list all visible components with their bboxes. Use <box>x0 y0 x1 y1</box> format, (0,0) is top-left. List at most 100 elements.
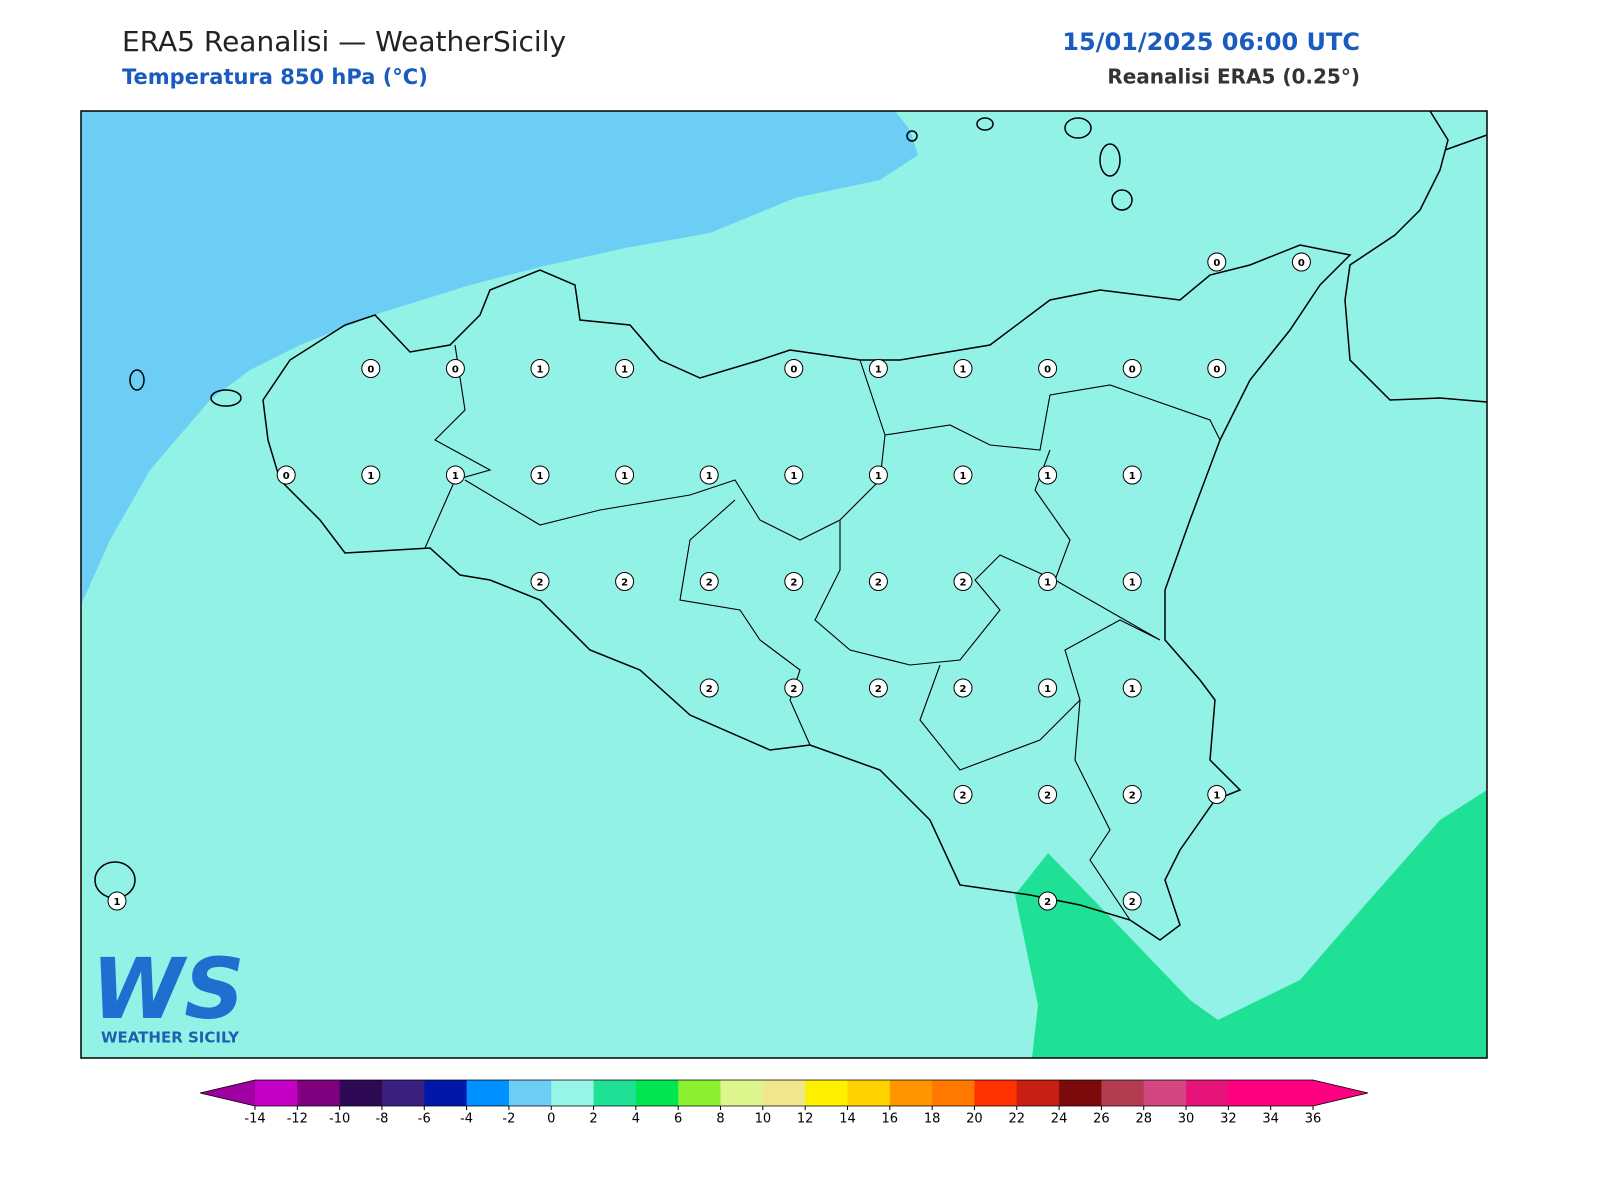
station-value: 1 <box>1044 578 1051 589</box>
station-value: 2 <box>960 578 967 589</box>
colorbar-segment <box>1143 1080 1187 1106</box>
colorbar-segment <box>551 1080 595 1106</box>
colorbar-segment <box>805 1080 848 1106</box>
colorbar-segment <box>1059 1080 1102 1106</box>
map: WS WEATHER SICILY <box>80 110 1488 1059</box>
station-marker <box>615 359 635 378</box>
colorbar-tick-label: 30 <box>1178 1112 1195 1127</box>
station-marker <box>699 678 719 698</box>
colorbar-tick-label: 18 <box>924 1112 941 1127</box>
station-value: 2 <box>1129 791 1136 802</box>
colorbar-under <box>200 1080 255 1106</box>
colorbar-tick-label: -14 <box>244 1112 265 1127</box>
station-value: 0 <box>283 471 290 482</box>
station-marker <box>361 465 381 485</box>
station-marker <box>953 465 973 485</box>
station-marker <box>530 359 550 378</box>
station-value: 1 <box>960 471 967 482</box>
station-value: 1 <box>1129 471 1136 482</box>
station-marker <box>1038 678 1058 698</box>
station-value: 2 <box>706 578 713 589</box>
station-value: 1 <box>1213 791 1220 802</box>
colorbar-tick-label: 34 <box>1262 1112 1279 1127</box>
colorbar-tick-label: 36 <box>1305 1112 1322 1127</box>
station-value: 1 <box>1044 684 1051 695</box>
station-marker <box>699 572 719 591</box>
station-value: 1 <box>706 471 713 482</box>
colorbar-tick-label: 22 <box>1008 1112 1025 1127</box>
colorbar-segment <box>678 1080 722 1106</box>
station-marker <box>1122 785 1142 804</box>
station-value: 2 <box>960 684 967 695</box>
station-marker <box>361 359 381 378</box>
colorbar-tick-label: 0 <box>547 1112 555 1127</box>
station-value: 2 <box>790 684 797 695</box>
station-value: 2 <box>621 578 628 589</box>
colorbar-tick-label: -10 <box>329 1112 350 1127</box>
colorbar-over <box>1313 1080 1368 1106</box>
colorbar-segment <box>1101 1080 1145 1106</box>
colorbar-segment <box>932 1080 975 1106</box>
map-frame <box>80 110 1488 1059</box>
station-marker <box>953 785 973 804</box>
date: 15/01/2025 06:00 UTC <box>1062 28 1360 56</box>
title: ERA5 Reanalisi — WeatherSicily <box>122 25 566 58</box>
station-marker <box>1291 252 1311 272</box>
station-marker <box>445 465 465 485</box>
station-marker <box>953 359 973 378</box>
station-value: 0 <box>1213 258 1220 269</box>
station-value: 1 <box>114 897 121 908</box>
colorbar: -14 -12 -10 -8 -6 -4 -2 0 2 4 6 8 10 12 14 16 18 20 22 24 26… <box>199 1079 1369 1127</box>
colorbar-tick-label: 32 <box>1220 1112 1237 1127</box>
station-marker <box>699 465 719 485</box>
station-marker <box>1207 359 1227 378</box>
station-value: 2 <box>875 578 882 589</box>
colorbar-segment <box>720 1080 764 1106</box>
station-value: 1 <box>790 471 797 482</box>
field-cold <box>81 111 918 605</box>
station-marker <box>615 572 635 591</box>
station-value: 1 <box>452 471 459 482</box>
station-marker <box>1122 572 1142 591</box>
colorbar-tick-label: -12 <box>287 1112 308 1127</box>
station-marker <box>784 678 804 698</box>
station-value: 1 <box>1044 471 1051 482</box>
subtitle: Temperatura 850 hPa (°C) <box>122 65 428 89</box>
station-marker <box>1038 465 1058 485</box>
station-value: 2 <box>1044 897 1051 908</box>
colorbar-segment <box>847 1080 891 1106</box>
station-marker <box>530 572 550 591</box>
station-value: 2 <box>1129 897 1136 908</box>
colorbar-tick-label: 8 <box>716 1112 724 1127</box>
station-marker <box>953 572 973 591</box>
station-marker <box>1207 252 1227 272</box>
coastlines <box>94 110 1488 941</box>
station-marker <box>1122 359 1142 378</box>
station-marker <box>1038 359 1058 378</box>
colorbar-segment <box>1186 1080 1229 1106</box>
colorbar-segment <box>255 1080 298 1106</box>
station-marker <box>615 465 635 485</box>
colorbar-tick-label: 20 <box>966 1112 983 1127</box>
station-marker <box>530 465 550 485</box>
source: Reanalisi ERA5 (0.25°) <box>1107 65 1360 89</box>
station-value: 0 <box>452 365 459 376</box>
colorbar-segment <box>424 1080 468 1106</box>
colorbar-tick-label: -8 <box>375 1112 388 1127</box>
station-value: 0 <box>1044 365 1051 376</box>
station-value: 1 <box>537 365 544 376</box>
colorbar-segment <box>1270 1080 1314 1106</box>
station-value: 1 <box>1129 684 1136 695</box>
colorbar-tick-label: 28 <box>1135 1112 1152 1127</box>
station-marker <box>445 359 465 378</box>
station-marker <box>107 891 127 911</box>
colorbar-tick-label: 16 <box>882 1112 899 1127</box>
station-marker <box>1122 678 1142 698</box>
colorbar-tick-label: -6 <box>418 1112 431 1127</box>
colorbar-tick-label: 24 <box>1051 1112 1068 1127</box>
station-value: 1 <box>367 471 374 482</box>
colorbar-segment <box>508 1080 552 1106</box>
station-marker <box>1038 891 1058 911</box>
station-value: 1 <box>621 365 628 376</box>
